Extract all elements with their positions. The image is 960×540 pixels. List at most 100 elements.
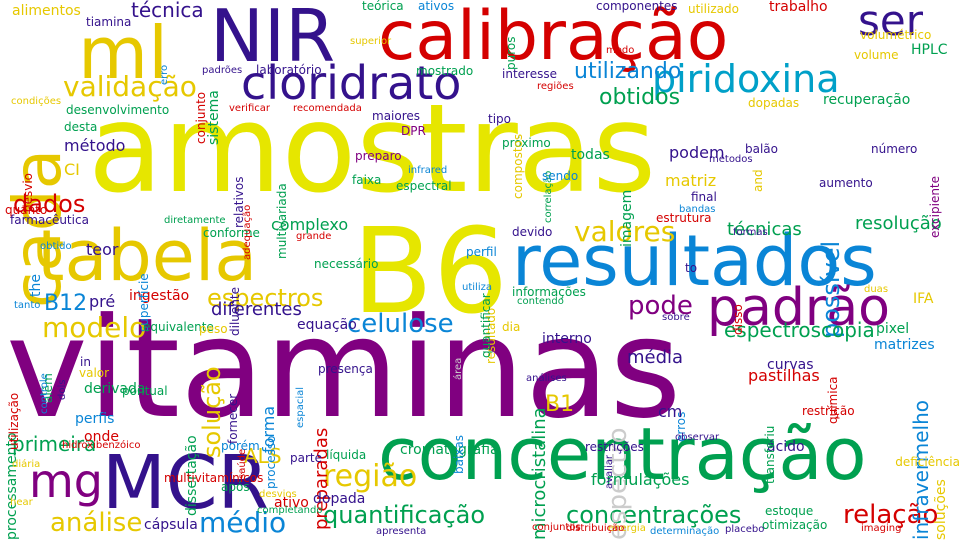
cloud-word: contendo [517,296,564,307]
cloud-word: regiões [537,81,574,92]
cloud-word: necessário [314,257,379,271]
cloud-word: primeira [12,432,97,456]
cloud-word: to [685,261,698,275]
cloud-word: pixel [876,321,910,337]
cloud-word: componentes [596,0,678,13]
cloud-word: diretamente [164,215,226,226]
cloud-word: restrições [585,440,644,454]
cloud-word: conjunto [194,91,208,144]
cloud-word: presença [318,362,373,376]
cloud-word: número [871,142,918,156]
cloud-word: interesse [502,67,557,81]
cloud-word: quantificar [479,292,493,358]
cloud-word: pontual [122,384,168,398]
cloud-word: final [691,190,717,204]
cloud-word: todas [571,147,610,163]
cloud-word: DPR [401,124,426,138]
cloud-word: estrutura [656,211,712,225]
cloud-word: infrared [408,165,448,176]
cloud-word: hear [10,497,33,508]
cloud-word: fornecer [226,393,240,444]
cloud-word: avaliar [604,454,615,489]
cloud-word: interno [542,331,592,347]
cloud-word: modo [606,45,635,56]
cloud-word: validação [63,70,197,103]
cloud-word: cápsula [144,517,198,533]
cloud-word: apresenta [376,526,427,537]
cloud-word: onde [84,429,119,445]
cloud-word: ativos [418,0,455,13]
cloud-word: alimentos [12,3,81,19]
cloud-word: infravermelho [909,399,933,540]
cloud-word: tabela [37,215,258,297]
cloud-word: matrizes [874,337,935,353]
cloud-word: verificar [229,103,270,114]
cloud-word: conforme [203,226,260,240]
cloud-word: resultados [512,220,877,302]
cloud-word: processo [264,435,278,489]
cloud-word: métodos [709,154,753,165]
cloud-word: cm [658,402,683,421]
cloud-word: equação [297,317,357,333]
cloud-word: peso [199,322,228,336]
cloud-word: sendo [542,169,579,183]
cloud-word: perfil [466,245,497,259]
cloud-word: dopada [313,491,366,507]
cloud-word: desenvolvimento [66,103,170,117]
cloud-word: balão [745,142,778,156]
cloud-word: in [80,355,91,369]
cloud-word: dopadas [748,96,800,110]
cloud-word: superior [350,36,392,47]
cloud-word: condições [11,96,62,107]
cloud-word: desvio [21,172,35,212]
cloud-word: método [64,136,126,155]
cloud-word: diferentes [211,299,302,320]
cloud-word: dados [13,190,86,218]
cloud-word: the [28,274,44,298]
cloud-word: aumento [819,176,873,190]
cloud-word: trabalho [769,0,828,15]
cloud-word: NIR [210,0,336,78]
cloud-word: utilização [7,392,21,450]
cloud-word: ser [858,0,923,45]
cloud-word: recomendada [293,103,362,114]
cloud-word: utilizado [688,2,739,16]
cloud-word: excipiente [928,175,942,238]
cloud-word: ingestão [129,288,190,304]
cloud-word: conjuntos [532,522,581,533]
cloud-word: porém [221,439,260,453]
cloud-word: microcristalina [529,407,550,540]
cloud-word: médio [199,506,287,539]
cloud-word: estoque [765,504,814,518]
cloud-word: observar [675,432,720,443]
cloud-word: dia [502,320,521,334]
cloud-word: concentração [378,412,867,496]
cloud-word: determinação [650,526,720,537]
cloud-word: quantificação [323,501,486,529]
cloud-word: B6 [352,202,509,340]
cloud-word: deficiência [895,455,960,469]
cloud-word: equivalente [143,320,214,334]
cloud-word: sistema [206,90,222,145]
cloud-word: modelo [42,311,147,344]
cloud-word: matriz [665,171,717,190]
cloud-word: espectral [396,179,452,193]
cloud-word: tanto [14,300,41,311]
cloud-word: pode [628,291,693,321]
cloud-word: quanto [5,203,48,217]
cloud-word: química [826,376,840,424]
cloud-word: espectros [207,284,324,312]
cloud-word: compostos [511,133,525,199]
cloud-word: desvios [259,489,297,500]
cloud-word: distribuição [566,523,625,534]
cloud-word: obtido [40,241,72,252]
cloud-word: faixa [352,173,382,187]
cloud-word: grande [296,231,332,242]
cloud-word: volume [854,48,899,62]
cloud-word: derivada [84,381,146,397]
cloud-word: placebo [725,524,765,535]
cloud-word: concentrações [566,501,742,529]
cloud-word: região [323,459,418,494]
cloud-word: energia [608,523,646,534]
cloud-word: multivariada [275,182,289,259]
